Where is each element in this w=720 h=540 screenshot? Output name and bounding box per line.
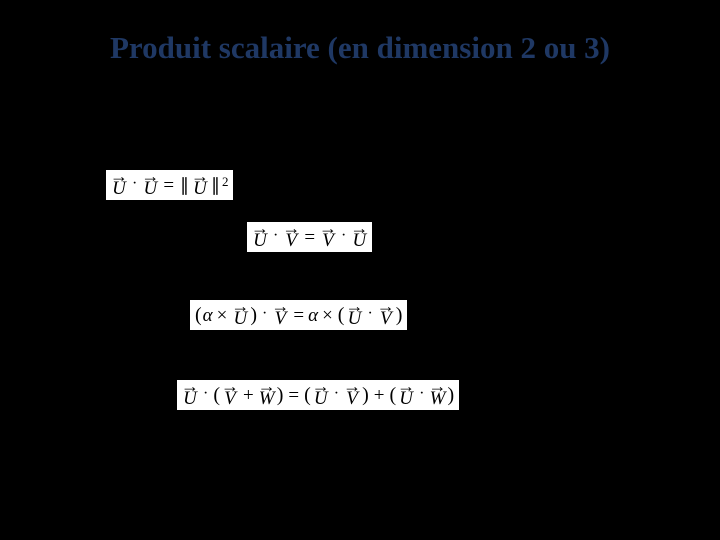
vector-arrow-icon: → xyxy=(350,225,368,232)
vector-U: → U xyxy=(231,302,249,328)
vector-arrow-icon: → xyxy=(345,303,363,310)
norm-bar: ∥ xyxy=(180,176,189,194)
dot-operator: · xyxy=(273,228,278,244)
page-title: Produit scalaire (en dimension 2 ou 3) xyxy=(0,30,720,66)
exponent-2: 2 xyxy=(222,175,229,188)
rparen: ) xyxy=(396,305,403,325)
plus: + xyxy=(374,386,385,405)
vector-arrow-icon: → xyxy=(271,303,289,310)
lparen: ( xyxy=(390,385,397,405)
vector-arrow-icon: → xyxy=(319,225,337,232)
vector-U: → U xyxy=(312,382,330,408)
vector-U: → U xyxy=(397,382,415,408)
rparen: ) xyxy=(362,385,369,405)
vector-W: → W xyxy=(429,382,447,408)
vector-arrow-icon: → xyxy=(282,225,300,232)
times: × xyxy=(217,306,228,325)
alpha: α xyxy=(203,306,213,325)
vector-V: → V xyxy=(319,224,337,250)
vector-arrow-icon: → xyxy=(397,383,415,390)
vector-arrow-icon: → xyxy=(231,303,249,310)
times: × xyxy=(322,306,333,325)
lparen: ( xyxy=(213,385,220,405)
vector-U: → U xyxy=(141,172,159,198)
vector-V: → V xyxy=(377,302,395,328)
formula-norm-squared: → U · → U = ∥ → U ∥ 2 xyxy=(106,170,233,200)
vector-arrow-icon: → xyxy=(343,383,361,390)
vector-arrow-icon: → xyxy=(312,383,330,390)
equals: = xyxy=(304,228,315,247)
equals: = xyxy=(163,176,174,195)
vector-arrow-icon: → xyxy=(191,173,209,180)
vector-U: → U xyxy=(181,382,199,408)
formula-distributivity: → U · ( → V + → W ) = ( → U · → V ) + ( … xyxy=(177,380,459,410)
vector-V: → V xyxy=(343,382,361,408)
vector-arrow-icon: → xyxy=(110,173,128,180)
rparen: ) xyxy=(250,305,257,325)
lparen: ( xyxy=(304,385,311,405)
rparen: ) xyxy=(448,385,455,405)
dot-operator: · xyxy=(262,306,267,322)
vector-W: → W xyxy=(258,382,276,408)
equals: = xyxy=(288,386,299,405)
vector-arrow-icon: → xyxy=(251,225,269,232)
dot-operator: · xyxy=(341,228,346,244)
rparen: ) xyxy=(277,385,284,405)
formula-commutativity: → U · → V = → V · → U xyxy=(247,222,372,252)
slide: Produit scalaire (en dimension 2 ou 3) →… xyxy=(0,0,720,540)
vector-U: → U xyxy=(191,172,209,198)
equals: = xyxy=(293,306,304,325)
dot-operator: · xyxy=(203,386,208,402)
vector-arrow-icon: → xyxy=(258,383,276,390)
vector-U: → U xyxy=(251,224,269,250)
vector-U: → U xyxy=(345,302,363,328)
plus: + xyxy=(243,386,254,405)
dot-operator: · xyxy=(334,386,339,402)
alpha: α xyxy=(308,306,318,325)
lparen: ( xyxy=(195,305,202,325)
lparen: ( xyxy=(338,305,345,325)
formula-scalar-mult: ( α × → U ) · → V = α × ( → U · → V ) xyxy=(190,300,407,330)
vector-arrow-icon: → xyxy=(221,383,239,390)
vector-U: → U xyxy=(110,172,128,198)
vector-V: → V xyxy=(282,224,300,250)
vector-arrow-icon: → xyxy=(429,383,447,390)
vector-arrow-icon: → xyxy=(181,383,199,390)
dot-operator: · xyxy=(132,176,137,192)
norm-bar: ∥ xyxy=(211,176,220,194)
dot-operator: · xyxy=(367,306,372,322)
vector-V: → V xyxy=(221,382,239,408)
dot-operator: · xyxy=(419,386,424,402)
vector-arrow-icon: → xyxy=(141,173,159,180)
vector-V: → V xyxy=(271,302,289,328)
vector-U: → U xyxy=(350,224,368,250)
vector-arrow-icon: → xyxy=(377,303,395,310)
